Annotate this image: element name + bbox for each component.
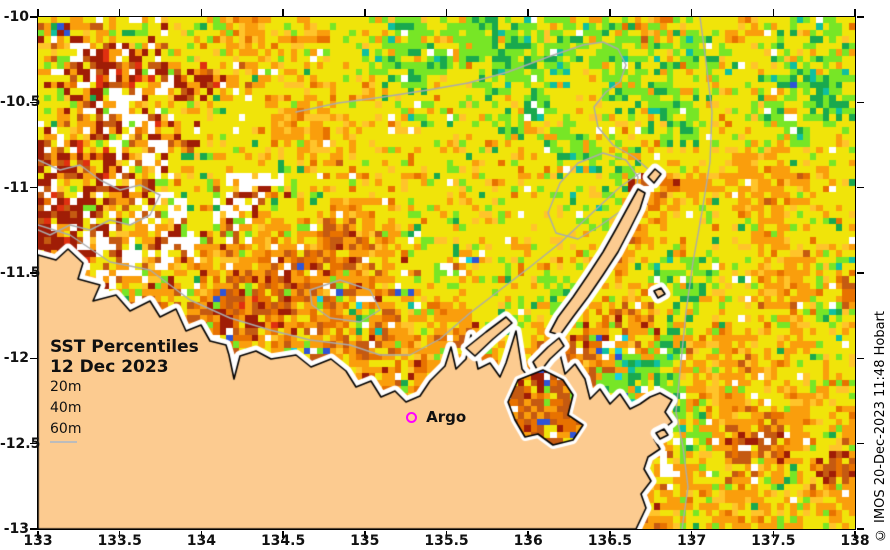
y-tick-right xyxy=(856,101,864,104)
argo-label: Argo xyxy=(426,408,467,427)
x-tick-top xyxy=(609,8,611,16)
map-canvas xyxy=(38,17,855,529)
y-tick-right xyxy=(856,528,864,530)
y-tick-left xyxy=(29,101,37,104)
x-tick-top xyxy=(200,8,203,16)
x-tick-bottom xyxy=(200,530,203,538)
x-tick-top xyxy=(527,8,529,16)
y-tick-right xyxy=(856,186,864,189)
x-tick-bottom xyxy=(282,530,284,538)
info-block: SST Percentiles 12 Dec 2023 20m 40m 60m xyxy=(50,337,199,444)
x-tick-top xyxy=(37,8,39,16)
y-tick-right xyxy=(856,357,864,360)
argo-float-marker xyxy=(406,412,418,424)
x-tick-label: 135.5 xyxy=(424,533,469,549)
y-tick-label: -11.5 xyxy=(0,265,41,281)
x-tick-bottom xyxy=(37,530,39,538)
y-tick-label: -12.5 xyxy=(0,435,41,452)
y-tick-label: -12 xyxy=(3,350,29,367)
depth-label-40m: 40m xyxy=(50,400,82,417)
x-tick-label: 133.5 xyxy=(97,533,142,549)
map-date: 12 Dec 2023 xyxy=(50,357,169,378)
x-tick-bottom xyxy=(690,530,693,538)
depth-label-20m: 20m xyxy=(50,379,82,396)
y-tick-right xyxy=(856,16,864,18)
x-tick-top xyxy=(445,8,448,16)
credit-text: © IMOS 20-Dec-2023 11:48 Hobart xyxy=(873,310,888,542)
x-tick-bottom xyxy=(118,530,121,538)
x-tick-top xyxy=(690,8,693,16)
y-tick-left xyxy=(29,357,37,360)
x-tick-top xyxy=(118,8,121,16)
x-tick-bottom xyxy=(772,530,775,538)
x-tick-bottom xyxy=(527,530,529,538)
y-tick-left xyxy=(29,272,37,274)
x-tick-label: 137.5 xyxy=(751,533,796,549)
x-tick-label: 135 xyxy=(350,533,380,549)
x-tick-label: 134.5 xyxy=(260,533,306,549)
depth-contour-sample-line xyxy=(50,441,77,444)
map-title: SST Percentiles xyxy=(50,337,199,357)
x-tick-bottom xyxy=(445,530,448,538)
x-tick-top xyxy=(854,8,856,16)
y-tick-label: -11 xyxy=(3,179,29,196)
y-tick-left xyxy=(29,528,37,530)
x-tick-top xyxy=(282,8,284,16)
x-tick-bottom xyxy=(364,530,366,538)
y-tick-right xyxy=(856,442,864,445)
x-tick-label: 137 xyxy=(676,533,707,549)
y-tick-label: -13 xyxy=(3,521,29,537)
x-tick-label: 136 xyxy=(513,533,543,549)
x-tick-bottom xyxy=(609,530,611,538)
y-tick-label: -10 xyxy=(3,9,29,25)
x-tick-label: 136.5 xyxy=(587,533,633,549)
depth-label-60m: 60m xyxy=(50,421,82,438)
y-tick-label: -10.5 xyxy=(0,94,41,111)
x-tick-top xyxy=(364,8,366,16)
x-tick-label: 134 xyxy=(186,533,217,549)
x-tick-label: 138 xyxy=(840,533,870,549)
y-tick-left xyxy=(29,16,37,18)
y-tick-left xyxy=(29,186,37,189)
x-tick-top xyxy=(772,8,775,16)
y-tick-right xyxy=(856,272,864,274)
y-tick-left xyxy=(29,442,37,445)
x-tick-bottom xyxy=(854,530,856,538)
x-tick-label: 133 xyxy=(23,533,53,549)
